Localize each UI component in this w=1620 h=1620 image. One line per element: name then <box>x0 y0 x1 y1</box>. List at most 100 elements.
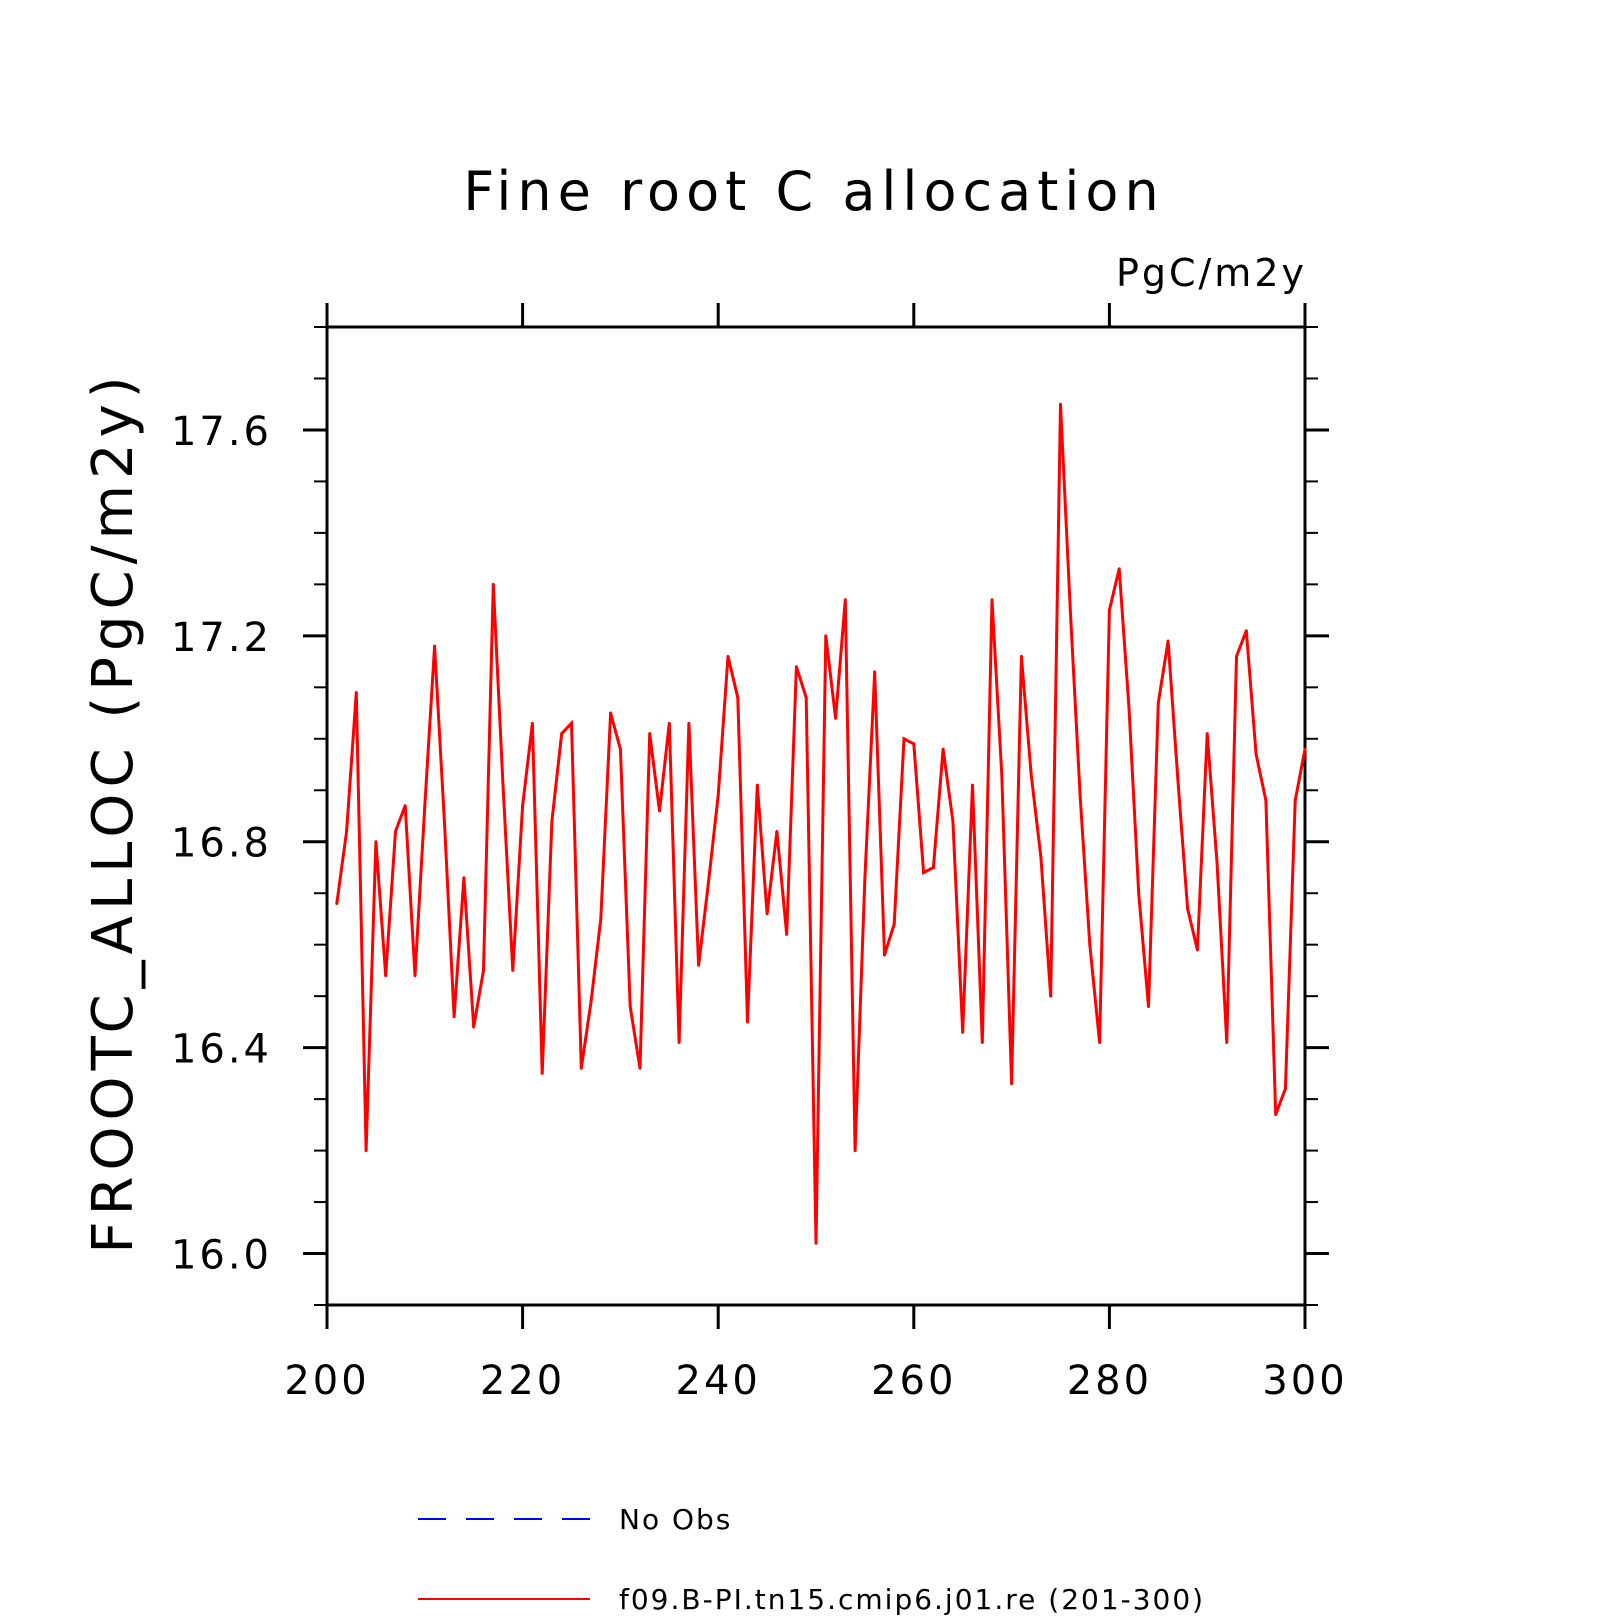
y-tick-label: 16.8 <box>171 821 272 867</box>
units-label: PgC/m2y <box>1116 251 1307 295</box>
data-point <box>1166 639 1170 643</box>
data-point <box>922 871 926 875</box>
data-point <box>1225 1040 1229 1044</box>
y-tick-label: 16.4 <box>171 1027 272 1073</box>
x-tick-label: 260 <box>871 1358 956 1404</box>
data-point <box>990 598 994 602</box>
x-tick-label: 200 <box>284 1358 369 1404</box>
data-point <box>618 747 622 751</box>
data-point <box>716 793 720 797</box>
data-point <box>706 881 710 885</box>
data-point <box>1195 948 1199 952</box>
legend-label: f09.B-PI.tn15.cmip6.j01.re (201-300) <box>619 1583 1205 1616</box>
data-point <box>638 1066 642 1070</box>
data-point <box>755 783 759 787</box>
data-point <box>931 865 935 869</box>
data-point <box>970 783 974 787</box>
data-point <box>521 804 525 808</box>
axis-ticks <box>303 303 1329 1329</box>
data-point <box>961 1030 965 1034</box>
data-point <box>687 721 691 725</box>
data-point <box>501 783 505 787</box>
data-point <box>1000 773 1004 777</box>
data-point <box>1029 773 1033 777</box>
series-line <box>335 404 1307 1244</box>
x-tick-label: 280 <box>1067 1358 1152 1404</box>
data-point <box>863 876 867 880</box>
data-point <box>579 1066 583 1070</box>
data-point <box>912 742 916 746</box>
data-point <box>1049 994 1053 998</box>
data-point <box>354 690 358 694</box>
data-point <box>1235 654 1239 658</box>
data-point <box>697 963 701 967</box>
data-point <box>1303 747 1307 751</box>
y-tick-label: 17.2 <box>171 615 272 661</box>
x-tick-label: 220 <box>480 1358 565 1404</box>
data-point <box>345 829 349 833</box>
data-point <box>1205 732 1209 736</box>
data-point <box>775 829 779 833</box>
chart-title: Fine root C allocation <box>463 160 1164 223</box>
data-point <box>892 922 896 926</box>
data-point <box>648 732 652 736</box>
data-point <box>1117 567 1121 571</box>
series-group <box>335 402 1307 1245</box>
data-point <box>677 1040 681 1044</box>
data-point <box>951 819 955 823</box>
data-point <box>1215 860 1219 864</box>
data-point <box>413 974 417 978</box>
data-point <box>433 644 437 648</box>
data-point <box>540 1071 544 1075</box>
data-point <box>1283 1087 1287 1091</box>
data-point <box>1274 1113 1278 1117</box>
data-point <box>746 1020 750 1024</box>
data-point <box>364 1149 368 1153</box>
data-point <box>1137 891 1141 895</box>
data-point <box>873 670 877 674</box>
data-point <box>785 932 789 936</box>
data-point <box>814 1241 818 1245</box>
data-point <box>599 917 603 921</box>
data-point <box>941 747 945 751</box>
data-point <box>491 582 495 586</box>
data-point <box>794 665 798 669</box>
data-point <box>609 711 613 715</box>
data-point <box>560 732 564 736</box>
data-point <box>658 809 662 813</box>
data-point <box>1019 654 1023 658</box>
data-point <box>481 968 485 972</box>
data-point <box>824 634 828 638</box>
data-point <box>1176 778 1180 782</box>
data-point <box>736 696 740 700</box>
data-point <box>1098 1040 1102 1044</box>
data-point <box>589 999 593 1003</box>
data-point <box>472 1025 476 1029</box>
data-point <box>902 737 906 741</box>
data-point <box>853 1149 857 1153</box>
data-point <box>1059 402 1062 406</box>
data-point <box>667 721 671 725</box>
y-tick-label: 17.6 <box>171 409 272 455</box>
data-point <box>423 804 427 808</box>
data-point <box>393 829 397 833</box>
data-point <box>1127 706 1131 710</box>
data-point <box>1147 1004 1151 1008</box>
data-point <box>882 953 886 957</box>
data-point <box>462 876 466 880</box>
data-point <box>1107 608 1111 612</box>
data-point <box>1244 629 1248 633</box>
data-point <box>511 968 515 972</box>
data-point <box>550 819 554 823</box>
legend-label: No Obs <box>619 1503 732 1536</box>
data-point <box>834 716 838 720</box>
data-point <box>570 721 573 725</box>
data-point <box>1010 1082 1014 1086</box>
data-point <box>1078 793 1082 797</box>
y-axis-label: FROOTC_ALLOC (PgC/m2y) <box>81 370 146 1253</box>
plot-frame <box>325 325 1307 1307</box>
data-point <box>726 654 730 658</box>
data-point <box>1156 701 1160 705</box>
data-point <box>452 1015 456 1019</box>
